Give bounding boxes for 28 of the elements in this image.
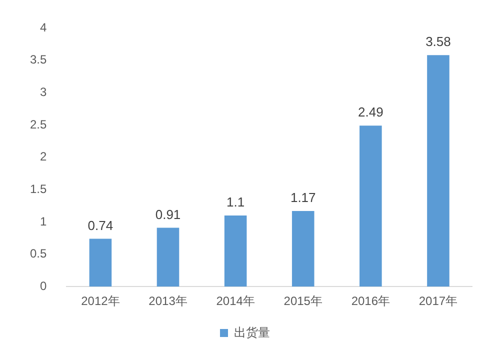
data-label: 2.49 [358,104,384,120]
x-tick-label: 2012年 [81,294,120,308]
y-tick-label: 3 [40,84,47,99]
data-label: 0.91 [155,206,181,222]
bar [427,55,450,287]
data-label: 1.1 [226,194,245,210]
data-label: 0.74 [88,218,114,233]
y-tick-label: 2 [40,150,47,164]
bar [156,228,180,287]
bar [89,238,112,287]
x-tick-label: 2016年 [351,294,390,308]
bar [224,215,247,287]
x-tick-label: 2014年 [216,294,255,308]
bar [292,210,314,287]
y-tick-label: 4 [40,20,47,34]
y-tick-label: 0 [40,278,47,293]
x-tick-label: 2015年 [284,294,322,308]
data-label: 3.58 [426,34,451,50]
y-tick-label: 1.5 [30,182,47,196]
y-tick-label: 1 [40,214,47,228]
bar [360,126,382,287]
y-tick-label: 0.5 [30,246,47,261]
x-tick-label: 2017年 [418,294,458,308]
legend-label: 出货量 [234,325,270,340]
x-tick-label: 2013年 [148,294,188,308]
y-tick-label: 2.5 [30,117,47,132]
y-tick-label: 3.5 [30,52,47,67]
data-label: 1.17 [290,190,316,206]
